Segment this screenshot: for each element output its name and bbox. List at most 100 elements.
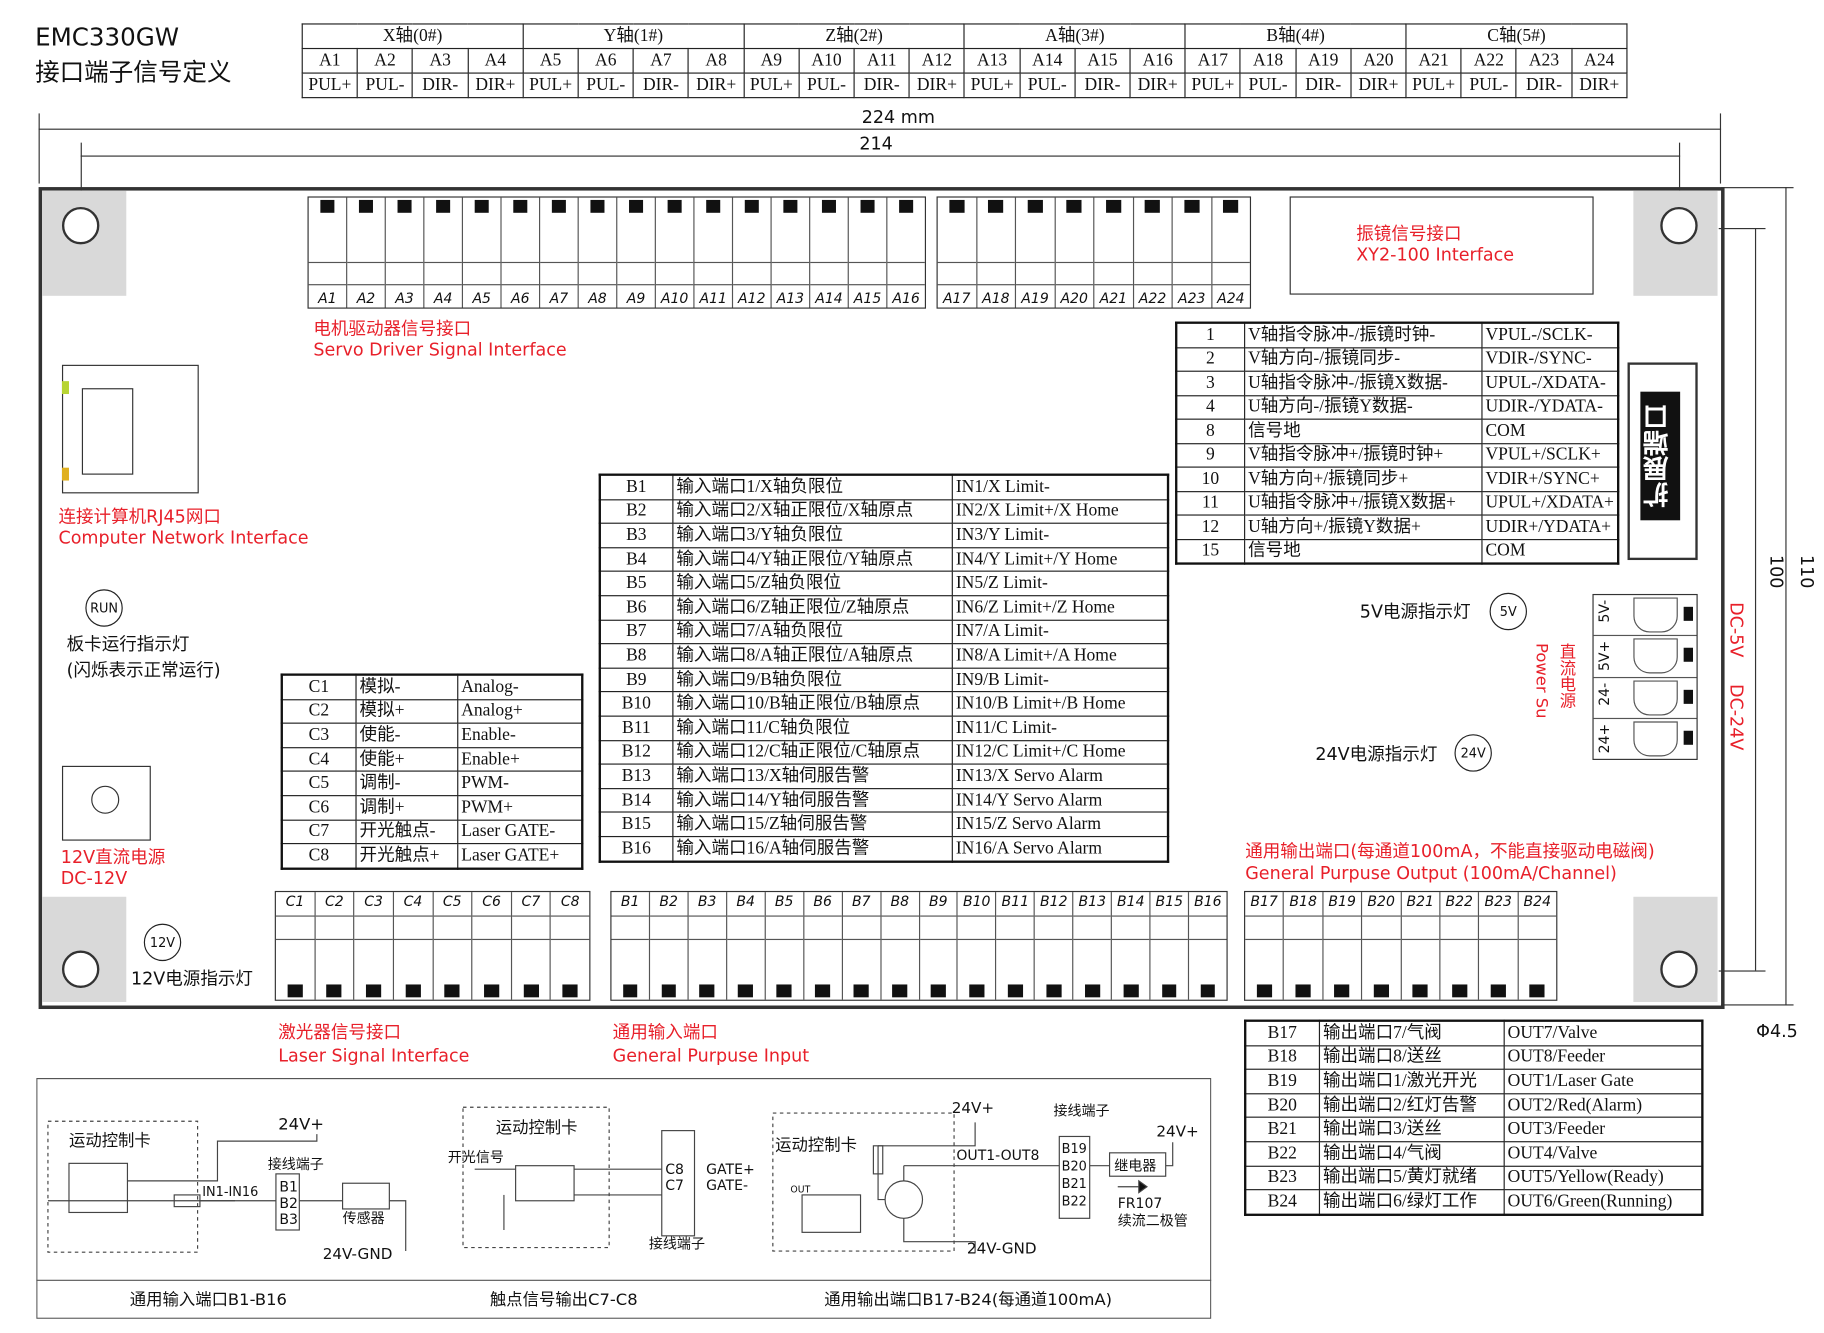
table-cell: 输出端口3/送丝: [1318, 1117, 1505, 1143]
pin-contact-icon: [523, 984, 539, 998]
axis-pins-row: A1 A2 A3 A4 A5 A6 A7 A8 A9 A10 A11 A12 A13 A14 A15 A16 A…: [301, 47, 1628, 74]
input-label-en: General Purpuse Input: [612, 1045, 810, 1067]
screw-terminal-icon: [1633, 597, 1678, 633]
axis-pin: A15: [1074, 47, 1131, 74]
table-cell: B17: [1244, 1020, 1320, 1046]
axis-pin: A8: [687, 47, 745, 74]
table-cell: 输出端口4/气阀: [1318, 1141, 1505, 1167]
table-cell: IN12/C Limit+/C Home: [951, 739, 1169, 765]
led-24v-icon: 24V: [1454, 734, 1492, 772]
pin-contact-icon: [1144, 199, 1161, 213]
pin-label: B6: [813, 893, 832, 910]
dc-24v-label: DC-24V: [1725, 683, 1747, 751]
power-pin: 5V+: [1593, 636, 1697, 678]
table-cell: 调制+: [354, 795, 458, 821]
pin-label: C1: [285, 893, 305, 910]
connector-pin: B11: [996, 892, 1036, 1000]
table-cell: 3: [1175, 370, 1245, 396]
pin-contact-icon: [661, 984, 677, 998]
axis-signal: PUL-: [1460, 72, 1518, 99]
v24-label: 24V+: [1156, 1122, 1198, 1140]
axis-pin: A6: [577, 47, 634, 74]
table-cell: COM: [1480, 538, 1619, 565]
laser-label-en: Laser Signal Interface: [278, 1045, 470, 1067]
axis-signal: DIR+: [1571, 72, 1628, 99]
table-cell: B4: [599, 546, 673, 573]
led-5v-label: 5V电源指示灯: [1359, 600, 1471, 623]
pin-contact-icon: [776, 984, 792, 998]
connector-pin: A17: [937, 197, 977, 308]
pin-contact-icon: [667, 199, 683, 213]
v24-label: 24V+: [952, 1099, 994, 1117]
table-row: B11 输入端口11/C轴负限位 IN11/C Limit-: [599, 715, 1169, 741]
power-connector: 5V- 5V+ 24- 24+: [1592, 593, 1698, 760]
axis-pin: A14: [1019, 47, 1076, 74]
axis-pin: A21: [1405, 47, 1462, 74]
table-row: B13 输入端口13/X轴伺服告警 IN13/X Servo Alarm: [599, 763, 1169, 789]
circuit-frame: [36, 1078, 1212, 1319]
axis-signal: PUL-: [356, 72, 414, 99]
mounting-hole: [1660, 206, 1698, 245]
connector-pin: A4: [424, 197, 464, 308]
rj45-led-icon: [61, 467, 69, 481]
table-cell: V轴方向-/振镜同步-: [1243, 346, 1482, 372]
pin-label: A11: [699, 289, 727, 307]
pin-contact-icon: [1683, 606, 1694, 621]
axis-pin: A11: [853, 47, 910, 74]
pin-label: B16: [1194, 893, 1222, 910]
table-cell: B21: [1244, 1117, 1320, 1143]
axis-pin: A12: [908, 47, 966, 74]
axis-header: C轴(5#): [1405, 23, 1628, 50]
pin-label: A18: [982, 289, 1010, 307]
input-port-table: B1 输入端口1/X轴负限位 IN1/X Limit- B2 输入端口2/X轴正限位/X…: [598, 473, 1170, 863]
connector-pin: A21: [1094, 197, 1134, 308]
axis-pin: A16: [1129, 47, 1186, 74]
pin-contact-icon: [821, 199, 837, 213]
table-row: B4 输入端口4/Y轴正限位/Y轴原点 IN4/Y Limit+/Y Home: [599, 546, 1169, 573]
table-cell: C8: [281, 843, 357, 870]
table-cell: B2: [599, 498, 673, 525]
pin-contact-icon: [1123, 984, 1139, 998]
table-cell: 信号地: [1243, 538, 1482, 565]
table-row: B1 输入端口1/X轴负限位 IN1/X Limit-: [599, 474, 1169, 500]
power-pin-label: 24-: [1595, 682, 1613, 706]
optocoupler-icon: [515, 1165, 575, 1202]
pin-label: B14: [1117, 893, 1145, 910]
relay-label: 继电器: [1114, 1158, 1156, 1174]
pin-contact-icon: [1683, 730, 1694, 745]
table-cell: U轴方向+/振镜Y数据+: [1243, 514, 1482, 540]
table-cell: 10: [1175, 466, 1245, 492]
table-cell: 输出端口2/红灯告警: [1318, 1092, 1505, 1119]
pin-contact-icon: [1373, 984, 1389, 998]
pin-contact-icon: [319, 199, 335, 213]
servo-label-cn: 电机驱动器信号接口: [313, 318, 472, 340]
run-led-label: 板卡运行指示灯: [66, 633, 190, 655]
pin-contact-icon: [860, 199, 876, 213]
pin-label: B11: [1001, 893, 1030, 910]
table-cell: 模拟+: [354, 698, 458, 724]
connector-pin: C1: [275, 892, 316, 1000]
pin-contact-icon: [782, 199, 798, 213]
connector-pin: B1: [611, 892, 651, 1000]
table-cell: B24: [1244, 1189, 1320, 1216]
connector-pin: C7: [511, 892, 552, 1000]
axis-signal: DIR+: [687, 72, 745, 99]
pin-contact-icon: [705, 199, 721, 213]
dim-line-224: [38, 128, 1722, 130]
pin-contact-icon: [326, 984, 342, 998]
dc-power-label-en: Power Su: [1531, 643, 1551, 719]
table-cell: VDIR+/SYNC+: [1480, 466, 1619, 492]
table-cell: B19: [1244, 1068, 1320, 1095]
connector-pin: B9: [919, 892, 959, 1000]
connector-pin: A1: [308, 197, 348, 308]
table-cell: OUT6/Green(Running): [1503, 1189, 1703, 1216]
table-cell: 调制-: [354, 770, 458, 797]
table-row: B5 输入端口5/Z轴负限位 IN5/Z Limit-: [599, 571, 1169, 597]
table-cell: C5: [281, 770, 357, 797]
connector-pin: A6: [501, 197, 541, 308]
pin-label: B10: [963, 893, 991, 910]
dim-100-label: 100: [1765, 554, 1787, 589]
table-cell: 输出端口8/送丝: [1318, 1044, 1505, 1071]
table-cell: 输入端口9/B轴负限位: [671, 667, 953, 693]
card-box: [462, 1106, 610, 1249]
